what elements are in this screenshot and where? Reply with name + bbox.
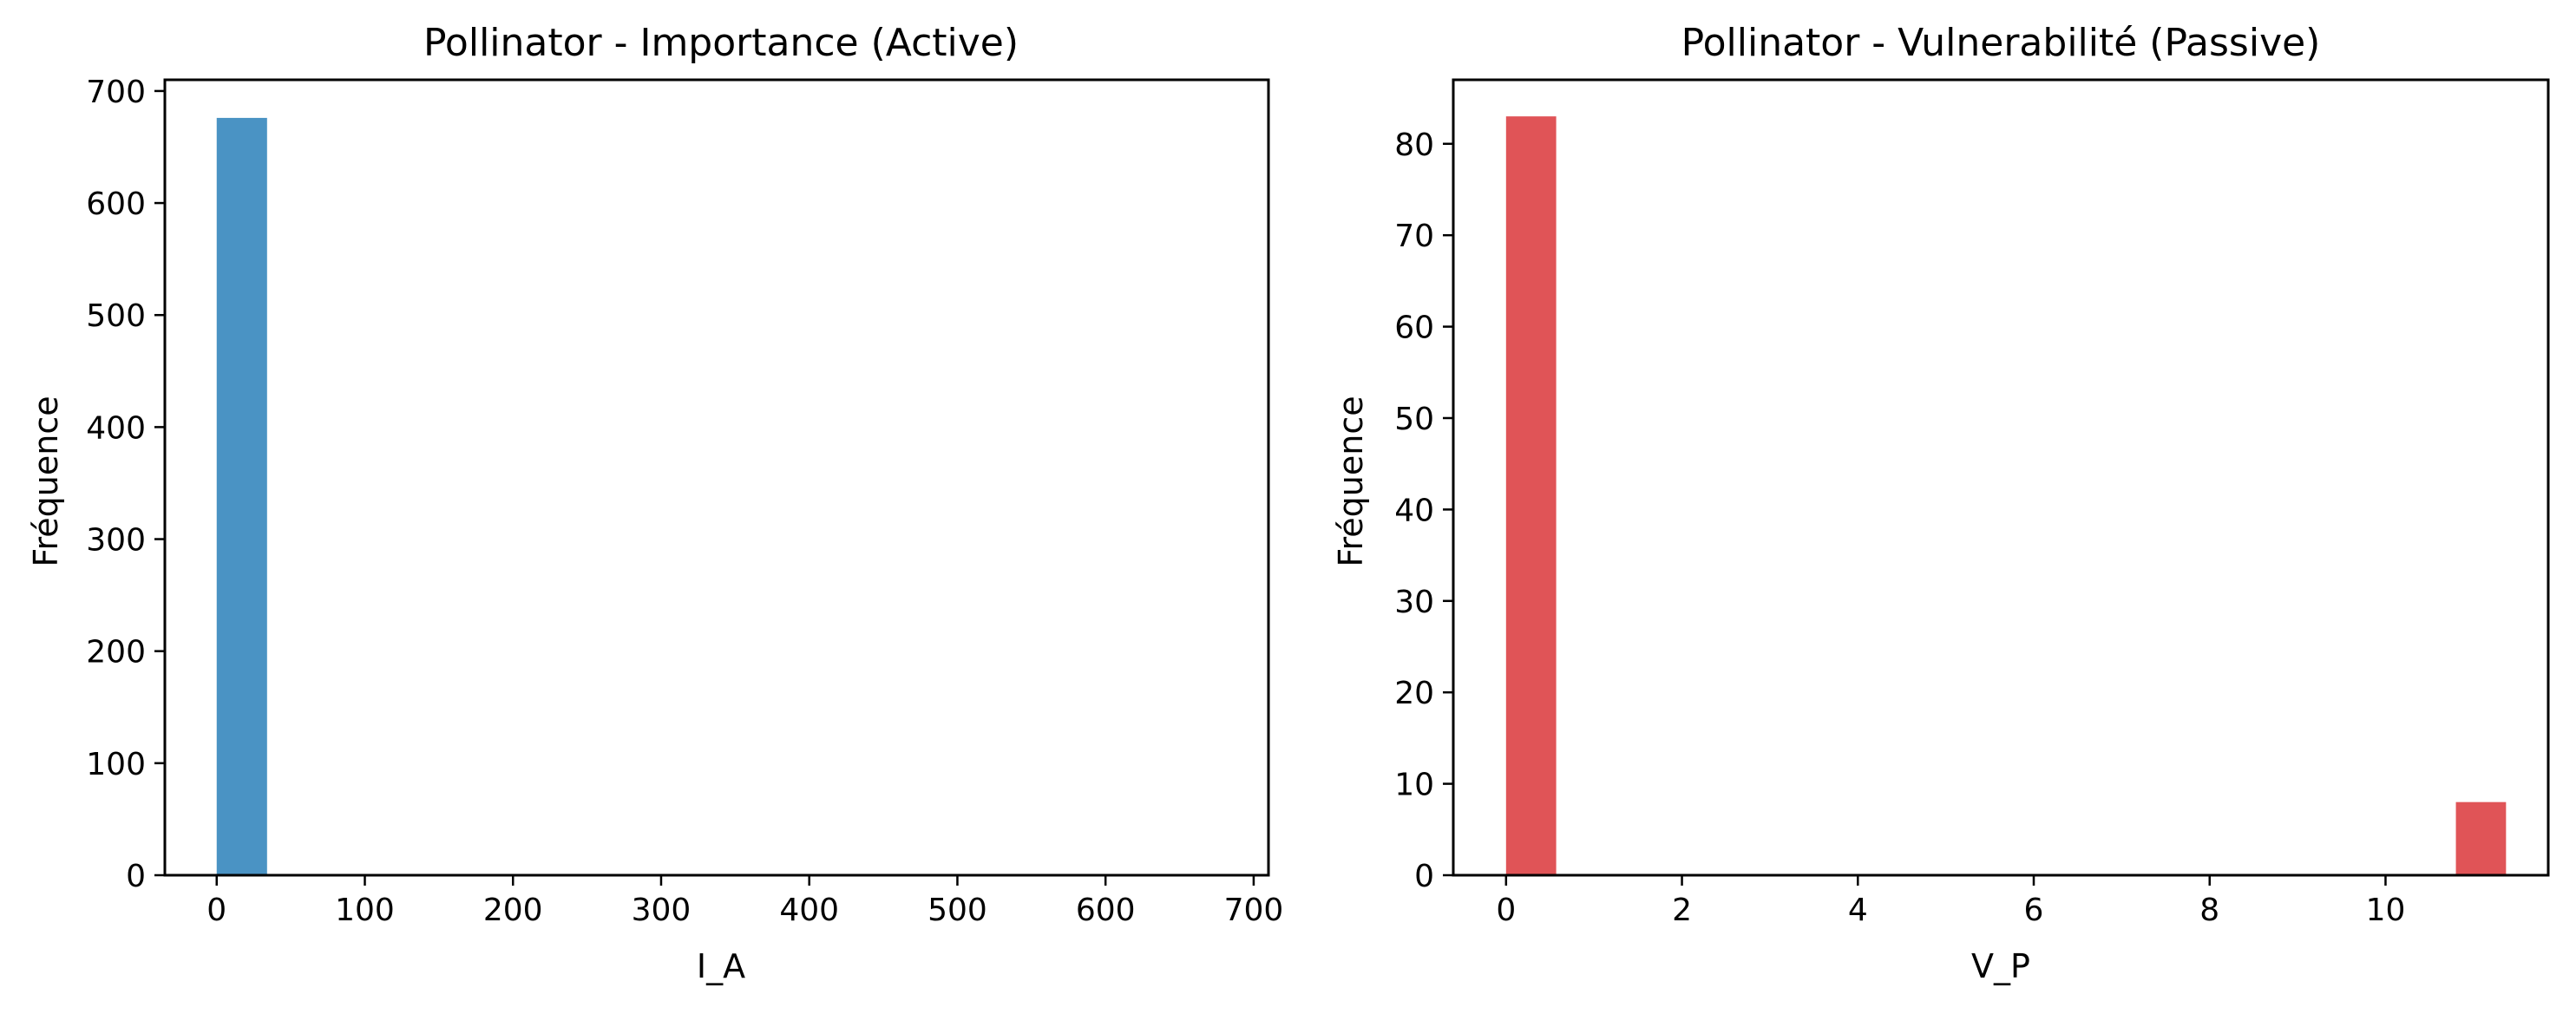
y-axis-label: Fréquence: [27, 396, 65, 566]
histogram-bar-1: [2455, 801, 2507, 875]
x-tick-label: 500: [927, 893, 987, 928]
x-tick-label: 8: [2199, 893, 2219, 928]
x-tick-label: 6: [2024, 893, 2044, 928]
x-tick-label: 300: [632, 893, 692, 928]
chart-title: Pollinator - Importance (Active): [423, 21, 1019, 65]
y-axis-ticks: 0 10 20 30 40 50 60 70 80: [1394, 128, 1453, 894]
y-tick-label: 10: [1394, 768, 1434, 803]
y-tick-label: 500: [86, 298, 146, 334]
y-tick-label: 30: [1394, 585, 1434, 620]
y-axis-ticks: 0 100 200 300 400 500 600 700: [86, 75, 165, 894]
plot-frame: [1452, 78, 2550, 877]
y-tick-label: 300: [86, 523, 146, 559]
y-tick-label: 40: [1394, 493, 1434, 528]
x-tick-label: 700: [1224, 893, 1284, 928]
x-axis-label: I_A: [697, 947, 745, 985]
x-tick-label: 10: [2366, 893, 2406, 928]
x-tick-label: 4: [1848, 893, 1868, 928]
y-tick-label: 80: [1394, 128, 1434, 163]
histogram-bar-0: [216, 117, 267, 876]
x-tick-label: 100: [335, 893, 395, 928]
y-tick-label: 20: [1394, 676, 1434, 711]
x-tick-label: 0: [206, 893, 226, 928]
y-tick-label: 200: [86, 635, 146, 671]
bars-group: [216, 117, 267, 876]
y-axis-label: Fréquence: [1332, 396, 1370, 566]
histogram-bar-0: [1505, 116, 1557, 876]
plot-frame: [163, 78, 1270, 877]
x-tick-label: 0: [1496, 893, 1516, 928]
x-tick-label: 400: [779, 893, 839, 928]
x-axis-ticks: 0 100 200 300 400 500 600 700: [206, 875, 1283, 928]
chart-title: Pollinator - Vulnerabilité (Passive): [1681, 21, 2321, 65]
y-tick-label: 60: [1394, 311, 1434, 346]
y-tick-label: 100: [86, 747, 146, 782]
y-tick-label: 70: [1394, 219, 1434, 254]
y-tick-label: 700: [86, 75, 146, 110]
chart-vulnerabilite-passive: Pollinator - Vulnerabilité (Passive) 0 2 4…: [1332, 21, 2550, 985]
x-tick-label: 200: [483, 893, 543, 928]
y-tick-label: 400: [86, 410, 146, 446]
chart-importance-active: Pollinator - Importance (Active) 0 100 200…: [27, 21, 1283, 985]
y-tick-label: 600: [86, 186, 146, 222]
x-tick-label: 600: [1076, 893, 1136, 928]
y-tick-label: 0: [1414, 859, 1434, 894]
y-tick-label: 0: [126, 859, 146, 894]
bars-group: [1505, 116, 2507, 876]
x-tick-label: 2: [1672, 893, 1692, 928]
x-axis-label: V_P: [1971, 947, 2030, 985]
x-axis-ticks: 0 2 4 6 8 10: [1496, 875, 2405, 928]
y-tick-label: 50: [1394, 402, 1434, 437]
